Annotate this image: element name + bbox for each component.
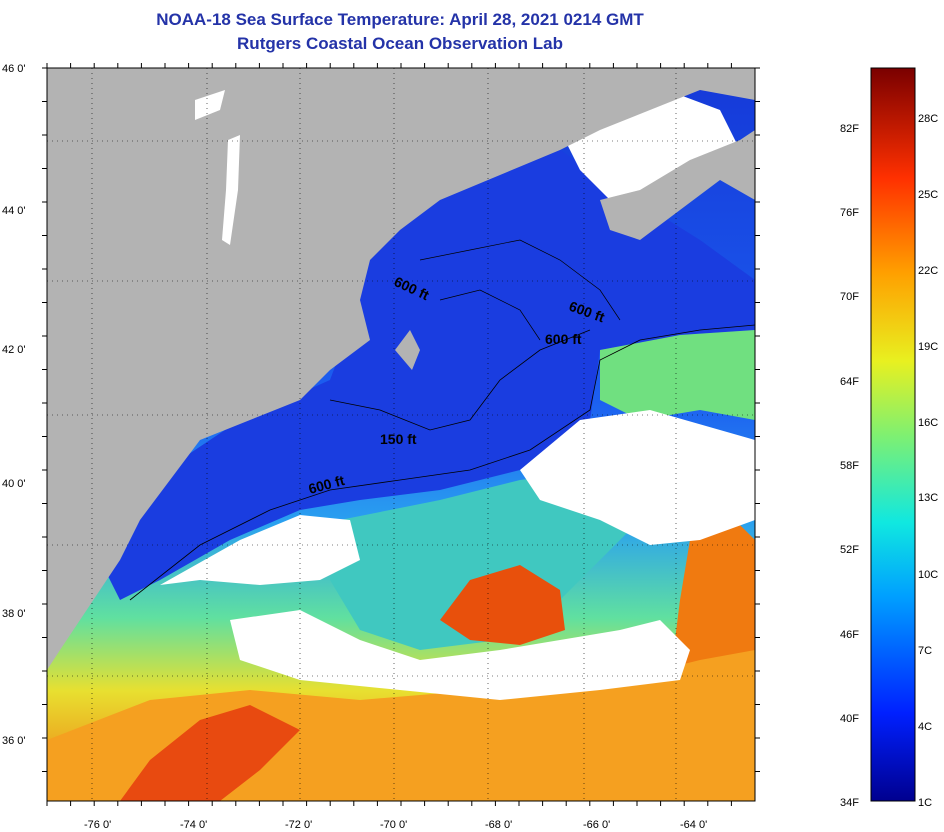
colorbar-f-40: 40F	[840, 713, 859, 725]
colorbar-c-19: 19C	[918, 341, 938, 353]
colorbar-f-82: 82F	[840, 123, 859, 135]
isobath-600ft	[129, 324, 755, 601]
lat-label-40: 40 0'	[2, 478, 26, 490]
colorbar-f-58: 58F	[840, 460, 859, 472]
lon-label-76: -76 0'	[84, 819, 111, 831]
colorbar-c-7: 7C	[918, 645, 932, 657]
map-plot-area: 600 ft 600 ft 600 ft 150 ft 600 ft	[47, 68, 755, 801]
lon-label-68: -68 0'	[485, 819, 512, 831]
colorbar-c-10: 10C	[918, 569, 938, 581]
longitude-axis: -76 0' -74 0' -72 0' -70 0' -68 0' -66 0…	[84, 819, 707, 831]
isobath-gulf-of-maine	[419, 239, 621, 341]
cloud-cover-south	[230, 610, 690, 700]
colorbar-c-4: 4C	[918, 721, 932, 733]
colorbar-c-1: 1C	[918, 797, 932, 809]
contour-label-150ft: 150 ft	[380, 431, 417, 447]
colorbar-f-76: 76F	[840, 207, 859, 219]
colorbar-c-28: 28C	[918, 113, 938, 125]
warm-eddy-region	[440, 565, 565, 645]
lon-label-66: -66 0'	[583, 819, 610, 831]
graticule	[47, 68, 755, 801]
colorbar-f-52: 52F	[840, 544, 859, 556]
axis-ticks	[42, 63, 760, 806]
contour-label-600ft-c: 600 ft	[545, 331, 582, 347]
gulf-stream-core	[120, 705, 300, 801]
lat-label-44: 44 0'	[2, 205, 26, 217]
lon-label-74: -74 0'	[180, 819, 207, 831]
lat-label-42: 42 0'	[2, 344, 26, 356]
slope-water-green	[600, 330, 755, 420]
cloud-cover-shelf	[160, 515, 360, 585]
inland-lake	[195, 90, 225, 120]
colorbar-f-46: 46F	[840, 629, 859, 641]
cloud-cover-east	[520, 410, 755, 545]
colorbar-c-16: 16C	[918, 417, 938, 429]
latitude-axis: 46 0' 44 0' 42 0' 40 0' 38 0' 36 0'	[2, 63, 26, 747]
temperature-colorbar: 82F 76F 70F 64F 58F 52F 46F 40F 34F 28C …	[840, 67, 938, 809]
map-title: NOAA-18 Sea Surface Temperature: April 2…	[156, 10, 644, 29]
colorbar-f-34: 34F	[840, 797, 859, 809]
lat-label-38: 38 0'	[2, 608, 26, 620]
cold-water-region	[100, 150, 755, 600]
colorbar-c-13: 13C	[918, 492, 938, 504]
transition-water-region	[330, 470, 640, 650]
lon-label-70: -70 0'	[380, 819, 407, 831]
isobath-150ft	[329, 329, 591, 431]
land-mass-nova-scotia	[600, 130, 755, 240]
colorbar-c-22: 22C	[918, 265, 938, 277]
colorbar-f-70: 70F	[840, 291, 859, 303]
map-subtitle: Rutgers Coastal Ocean Observation Lab	[237, 34, 563, 53]
land-mass-cape-cod	[395, 330, 420, 370]
colorbar-gradient	[870, 67, 916, 802]
lat-label-36: 36 0'	[2, 735, 26, 747]
lon-label-64: -64 0'	[680, 819, 707, 831]
lon-label-72: -72 0'	[285, 819, 312, 831]
colorbar-f-64: 64F	[840, 376, 859, 388]
colorbar-c-25: 25C	[918, 189, 938, 201]
lake-champlain	[222, 135, 240, 245]
lat-label-46: 46 0'	[2, 63, 26, 75]
